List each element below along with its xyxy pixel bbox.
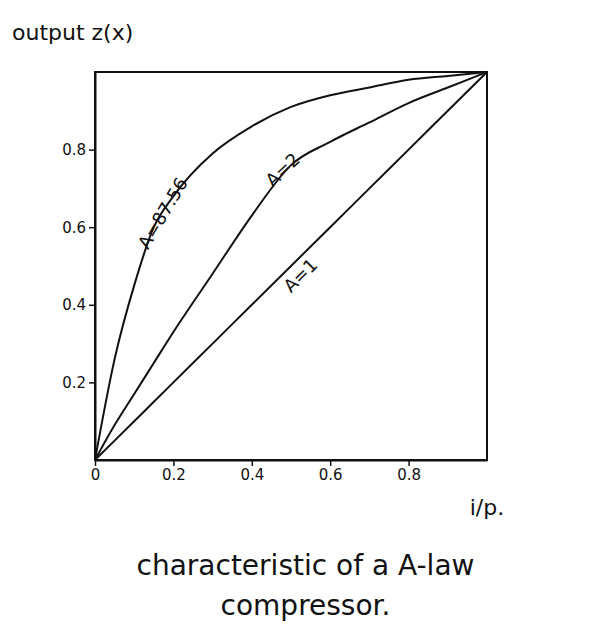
y-axis-title: output z(x): [12, 20, 133, 45]
y-tick-mark: [89, 149, 95, 151]
series-label: A=2: [261, 149, 304, 191]
x-axis-title: i/p.: [470, 495, 504, 520]
y-tick: 0.6: [62, 219, 95, 237]
chart-title-line: characteristic of a A-law: [137, 549, 475, 582]
chart-title: characteristic of a A-law compressor.: [137, 549, 475, 622]
series-line: [95, 72, 487, 460]
x-tick: 0.4: [240, 460, 264, 484]
x-tick: 0.6: [319, 460, 343, 484]
x-tick: 0.2: [162, 460, 186, 484]
y-tick-mark: [89, 382, 95, 384]
y-tick: 0.4: [62, 296, 95, 314]
y-tick-label: 0.6: [62, 219, 86, 237]
x-tick: 0.8: [397, 460, 421, 484]
y-tick-mark: [89, 305, 95, 307]
series-labels: A=87.56 A=2 A=1: [133, 149, 321, 297]
chart-title-line: compressor.: [221, 589, 391, 622]
y-tick: 0.8: [62, 141, 95, 159]
x-tick-label: 0.4: [240, 466, 264, 484]
y-tick-label: 0.2: [62, 374, 86, 392]
y-axis-line: [95, 73, 97, 461]
series-line: [95, 72, 487, 460]
y-tick-label: 0.8: [62, 141, 86, 159]
x-tick-label: 0.6: [319, 466, 343, 484]
y-tick-label: 0.4: [62, 296, 86, 314]
series-label: A=1: [279, 254, 321, 296]
chart: 0 0.2 0.4 0.6 0.8 0.2 0.4 0.6 0.8 A=87.56 A=2 A=1 ou…: [0, 0, 611, 643]
x-axis-line: [96, 460, 488, 462]
x-tick-label: 0.8: [397, 466, 421, 484]
series-group: [95, 72, 487, 460]
x-axis: 0 0.2 0.4 0.6 0.8: [91, 460, 488, 484]
y-tick: 0.2: [62, 374, 95, 392]
y-axis: 0.2 0.4 0.6 0.8: [62, 73, 95, 461]
plot-frame: [95, 72, 487, 460]
series-line: [95, 72, 487, 460]
x-tick-label: 0: [91, 466, 101, 484]
y-tick-mark: [89, 227, 95, 229]
x-tick: 0: [91, 460, 101, 484]
series-label: A=87.56: [133, 174, 191, 253]
x-tick-label: 0.2: [162, 466, 186, 484]
